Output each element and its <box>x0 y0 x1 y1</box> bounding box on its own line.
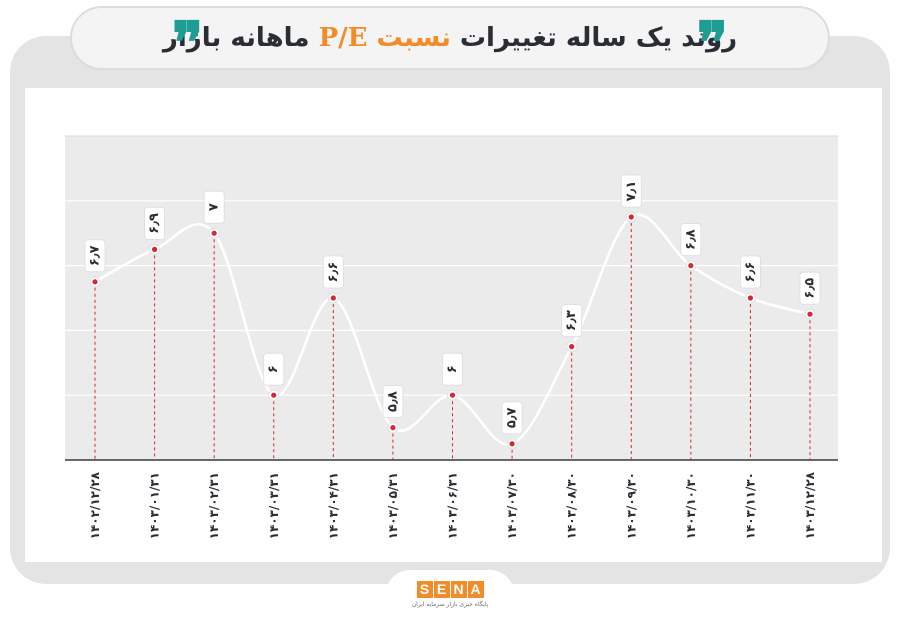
data-label-box <box>263 352 285 386</box>
data-point <box>390 425 396 431</box>
x-tick-label: ۱۴۰۳/۰۷/۳۰ <box>505 472 519 539</box>
data-label: ۵٫۷ <box>505 407 520 428</box>
chart-title: روند یک ساله تغییرات نسبت P/E ماهانه باز… <box>163 23 737 53</box>
data-label-box <box>322 255 344 289</box>
data-point <box>569 344 575 350</box>
x-tick-label: ۱۴۰۳/۱۲/۲۸ <box>803 471 817 539</box>
data-label-box <box>84 239 106 273</box>
data-label-box <box>442 352 463 386</box>
data-label-box <box>144 207 165 240</box>
logo-tagline: پایگاه خبری بازار سرمایه ایران <box>411 600 489 608</box>
data-label-box <box>799 271 821 305</box>
x-tick-label: ۱۴۰۲/۱۲/۲۸ <box>88 471 102 539</box>
data-point <box>330 295 336 301</box>
data-label: ۷٫۱ <box>624 181 639 202</box>
x-tick-label: ۱۴۰۳/۰۲/۳۱ <box>207 472 221 539</box>
title-part-metric: P/E <box>318 23 368 53</box>
data-label-box <box>203 190 225 224</box>
data-label-box <box>501 401 523 435</box>
x-tick-label: ۱۴۰۳/۰۱/۳۱ <box>148 472 162 539</box>
data-label: ۷ <box>207 203 222 211</box>
logo-letter: E <box>433 580 450 598</box>
data-label: ۶ <box>266 365 281 373</box>
logo-letter: N <box>450 580 467 598</box>
x-tick-label: ۱۴۰۳/۰۴/۳۱ <box>326 472 340 539</box>
data-label: ۶٫۷ <box>88 245 103 266</box>
data-label: ۶٫۶ <box>743 262 758 283</box>
data-label-box <box>620 174 642 208</box>
data-point <box>807 311 813 317</box>
data-point <box>688 263 694 269</box>
x-tick-label: ۱۴۰۳/۱۰/۳۰ <box>684 472 698 539</box>
data-point <box>449 392 456 398</box>
data-label: ۶٫۸ <box>683 229 698 250</box>
data-label-box <box>382 385 404 419</box>
logo-mark: S E N A <box>416 580 484 598</box>
quote-icon-left: ❞ <box>172 9 204 77</box>
data-point <box>211 230 217 236</box>
data-label: ۵٫۸ <box>385 391 400 412</box>
x-tick-label: ۱۴۰۳/۰۹/۳۰ <box>624 472 638 539</box>
data-point <box>628 214 634 220</box>
data-label: ۶٫۶ <box>326 262 341 283</box>
title-part-end: ماهانه بازار <box>162 23 310 53</box>
plot-background <box>65 136 838 460</box>
x-tick-label: ۱۴۰۳/۰۳/۳۱ <box>267 472 281 539</box>
logo-letter: S <box>416 580 433 598</box>
quote-icon-right: ❞ <box>696 9 728 77</box>
chart-panel: ۶٫۷ ۱۴۰۲/۱۲/۲۸ ۶٫۹ ۱۴۰۳/۰۱/۳۱ ۷ ۱۴۰۳/۰۲/۳۱ ۶ ۱۴… <box>25 88 882 562</box>
logo-letter: A <box>467 580 484 598</box>
sena-logo: S E N A پایگاه خبری بازار سرمایه ایران <box>386 570 514 618</box>
data-label-box <box>561 304 583 338</box>
line-chart: ۶٫۷ ۱۴۰۲/۱۲/۲۸ ۶٫۹ ۱۴۰۳/۰۱/۳۱ ۷ ۱۴۰۳/۰۲/۳۱ ۶ ۱۴… <box>65 135 838 539</box>
series-line <box>94 213 811 446</box>
x-tick-label: ۱۴۰۳/۱۱/۳۰ <box>743 472 757 539</box>
data-label: ۶ <box>445 365 460 373</box>
data-label: ۶٫۹ <box>147 213 162 234</box>
data-point <box>92 279 98 285</box>
data-point <box>509 441 515 447</box>
title-part-highlight: نسبت <box>376 23 451 53</box>
title-bar: ❞ روند یک ساله تغییرات نسبت P/E ماهانه ب… <box>70 6 830 77</box>
title-part-main: روند یک ساله تغییرات <box>459 23 738 53</box>
data-label: ۶٫۳ <box>564 310 579 331</box>
data-label-box <box>680 223 702 257</box>
data-point <box>747 295 754 301</box>
x-tick-label: ۱۴۰۳/۰۶/۳۱ <box>446 472 460 539</box>
x-tick-label: ۱۴۰۳/۰۸/۳۰ <box>565 472 579 539</box>
data-point <box>271 392 277 398</box>
data-point <box>151 246 158 252</box>
x-tick-label: ۱۴۰۳/۰۵/۳۱ <box>386 472 400 539</box>
data-label-box <box>740 255 761 289</box>
data-label: ۶٫۵ <box>803 278 818 299</box>
